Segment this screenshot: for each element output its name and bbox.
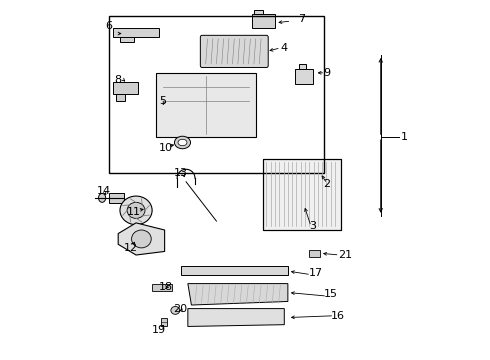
- Text: 13: 13: [173, 168, 188, 178]
- Bar: [309, 249, 320, 257]
- Bar: [263, 158, 342, 230]
- Text: 5: 5: [159, 96, 166, 107]
- Bar: [109, 16, 323, 173]
- Polygon shape: [188, 309, 284, 327]
- Text: 8: 8: [115, 75, 122, 85]
- FancyBboxPatch shape: [200, 35, 268, 67]
- Text: 20: 20: [173, 303, 188, 314]
- Text: 10: 10: [159, 143, 173, 153]
- FancyBboxPatch shape: [156, 73, 256, 137]
- Ellipse shape: [132, 230, 151, 248]
- Bar: [113, 82, 138, 94]
- Polygon shape: [188, 284, 288, 305]
- Text: 14: 14: [97, 186, 111, 196]
- Text: 18: 18: [159, 282, 173, 292]
- Bar: [263, 158, 342, 230]
- Text: 4: 4: [281, 43, 288, 53]
- Ellipse shape: [178, 139, 187, 146]
- Text: 17: 17: [309, 268, 323, 278]
- Text: 1: 1: [400, 132, 407, 142]
- Bar: [152, 284, 172, 291]
- Bar: [298, 64, 306, 69]
- Bar: [252, 14, 275, 28]
- Text: 9: 9: [323, 68, 331, 78]
- Ellipse shape: [127, 202, 145, 219]
- Text: 15: 15: [323, 289, 338, 299]
- Text: 12: 12: [123, 243, 138, 253]
- Bar: [161, 318, 168, 327]
- Text: 3: 3: [309, 221, 317, 231]
- Bar: [181, 266, 288, 275]
- Text: 6: 6: [106, 21, 113, 31]
- Text: 7: 7: [298, 14, 306, 24]
- Bar: [109, 193, 123, 203]
- Bar: [113, 28, 159, 37]
- Ellipse shape: [98, 193, 106, 202]
- Text: 2: 2: [323, 179, 331, 189]
- Text: 11: 11: [127, 207, 141, 217]
- Bar: [120, 37, 134, 42]
- Bar: [295, 69, 313, 84]
- Bar: [306, 169, 320, 180]
- Bar: [254, 10, 263, 14]
- Ellipse shape: [174, 136, 191, 149]
- Text: 19: 19: [152, 325, 166, 335]
- Text: 16: 16: [331, 311, 345, 321]
- Polygon shape: [118, 223, 165, 255]
- Bar: [117, 94, 125, 102]
- Ellipse shape: [171, 306, 180, 314]
- Ellipse shape: [120, 196, 152, 225]
- Text: 21: 21: [338, 250, 352, 260]
